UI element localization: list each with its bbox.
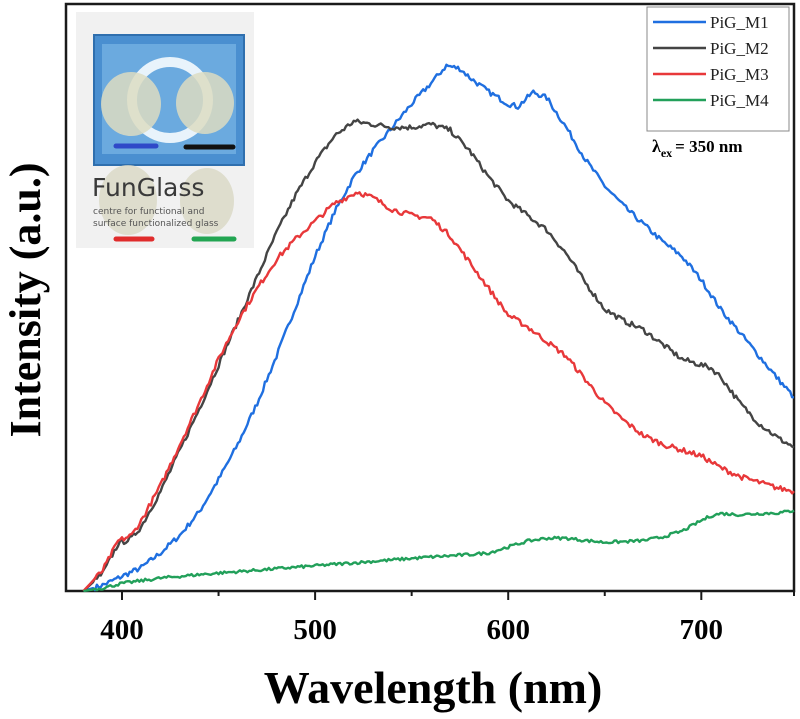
x-axis-ticks xyxy=(121,591,795,600)
annotation-value: = 350 nm xyxy=(675,137,742,156)
excitation-annotation: λex = 350 nm xyxy=(652,136,742,160)
inset-logo-title: FunGlass xyxy=(92,173,204,202)
x-tick-label: 400 xyxy=(100,614,144,646)
y-axis-title: Intensity (a.u.) xyxy=(1,162,50,437)
legend: PiG_M1 PiG_M2 PiG_M3 PiG_M4 xyxy=(646,6,790,132)
series-layer xyxy=(82,63,795,593)
inset-photo: FunGlass centre for functional and surfa… xyxy=(76,12,254,248)
series-line-pig-m4 xyxy=(83,509,795,593)
x-axis-tick-labels: 400 500 600 700 xyxy=(100,614,723,646)
series-line-pig-m1 xyxy=(83,63,795,593)
inset-sample-disc-3 xyxy=(99,165,157,235)
legend-label: PiG_M4 xyxy=(710,91,769,110)
lambda-subscript: ex xyxy=(661,146,672,160)
x-tick-label: 700 xyxy=(680,614,724,646)
inset-logo-subtitle-2: surface functionalized glass xyxy=(93,219,219,229)
series-line-pig-m3 xyxy=(82,191,795,592)
inset-sample-disc-4 xyxy=(180,168,234,234)
legend-label: PiG_M2 xyxy=(710,39,769,58)
inset-logo-subtitle-1: centre for functional and xyxy=(93,207,204,217)
x-axis-title: Wavelength (nm) xyxy=(264,662,603,713)
legend-label: PiG_M1 xyxy=(710,13,769,32)
legend-label: PiG_M3 xyxy=(710,65,769,84)
x-tick-label: 600 xyxy=(486,614,530,646)
inset-sample-disc-2 xyxy=(176,72,234,134)
series-line-pig-m2 xyxy=(82,118,795,592)
x-tick-label: 500 xyxy=(293,614,337,646)
inset-sample-disc-1 xyxy=(101,72,161,136)
lambda-symbol: λ xyxy=(652,136,661,156)
legend-box xyxy=(646,6,790,132)
